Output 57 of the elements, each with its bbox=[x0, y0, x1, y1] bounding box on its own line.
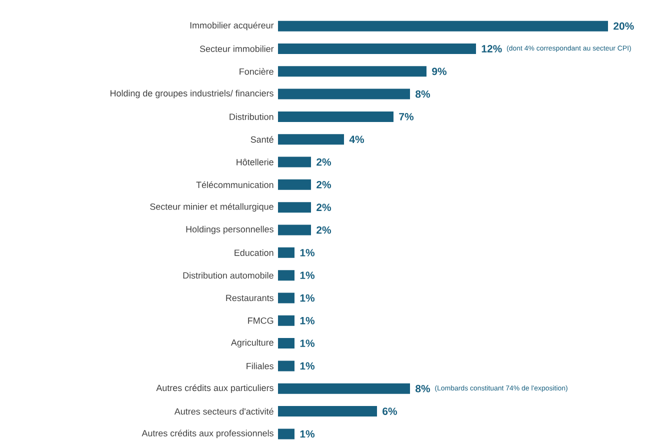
bar bbox=[278, 66, 426, 77]
bar bbox=[278, 224, 311, 236]
data-label: 2% bbox=[316, 158, 332, 166]
data-label: 1% bbox=[300, 294, 315, 302]
y-tick-label: Hôtellerie bbox=[236, 158, 274, 166]
data-label: 1% bbox=[300, 340, 315, 347]
data-label: 1% bbox=[300, 316, 315, 324]
y-tick-label: FMCG bbox=[248, 317, 274, 324]
data-label: 1% bbox=[300, 362, 315, 370]
y-tick-label: Immobilier acquéreur bbox=[190, 22, 274, 30]
data-label: 2% bbox=[316, 181, 332, 188]
data-label: 1% bbox=[300, 430, 315, 438]
y-tick-label: Télécommunication bbox=[196, 181, 274, 188]
data-label: 2% bbox=[316, 204, 332, 212]
bar bbox=[278, 292, 294, 304]
y-tick-label: Autres secteurs d'activité bbox=[174, 408, 274, 415]
y-tick-label: Secteur minier et métallurgique bbox=[150, 203, 274, 212]
data-label: 8% bbox=[416, 384, 430, 392]
bar bbox=[278, 134, 344, 145]
y-tick-label: Holdings personnelles bbox=[186, 226, 274, 234]
bar bbox=[278, 88, 410, 100]
y-tick-label: Secteur immobilier bbox=[200, 45, 274, 52]
bar bbox=[278, 179, 311, 190]
bar bbox=[278, 406, 377, 417]
bar bbox=[278, 315, 294, 326]
bar bbox=[278, 360, 294, 372]
data-label: 6% bbox=[382, 408, 398, 415]
bar bbox=[278, 383, 410, 394]
y-tick-label: Distribution bbox=[230, 113, 274, 120]
bar bbox=[278, 156, 311, 168]
y-tick-label: Foncière bbox=[240, 68, 274, 75]
y-tick-label: Santé bbox=[250, 136, 274, 143]
y-tick-label: Agriculture bbox=[230, 339, 274, 348]
bar bbox=[278, 428, 294, 440]
bar bbox=[278, 202, 311, 213]
bar bbox=[278, 111, 394, 122]
y-tick-label: Holding de groupes industriels/ financiers bbox=[110, 90, 274, 98]
bar bbox=[278, 20, 608, 32]
bar bbox=[278, 270, 294, 281]
data-label: 1% bbox=[300, 272, 315, 279]
data-label: 8% bbox=[416, 90, 430, 98]
y-tick-label: Distribution automobile bbox=[183, 272, 274, 279]
data-label: 2% bbox=[316, 226, 332, 234]
y-tick-label: Filiales bbox=[246, 362, 274, 370]
y-tick-label: Restaurants bbox=[226, 294, 274, 302]
y-tick-label: Autres crédits aux particuliers bbox=[156, 384, 274, 393]
data-label: 7% bbox=[399, 113, 414, 120]
bar bbox=[278, 338, 294, 349]
y-tick-label: Autres crédits aux professionnels bbox=[142, 430, 274, 438]
data-label: 12% bbox=[482, 45, 502, 52]
bar bbox=[278, 247, 294, 258]
data-label: 9% bbox=[432, 68, 447, 76]
data-label: 4% bbox=[349, 136, 364, 144]
data-label: 20% bbox=[614, 22, 634, 30]
bar bbox=[278, 43, 476, 54]
data-label: 1% bbox=[300, 248, 315, 256]
y-tick-label: Education bbox=[234, 249, 274, 256]
